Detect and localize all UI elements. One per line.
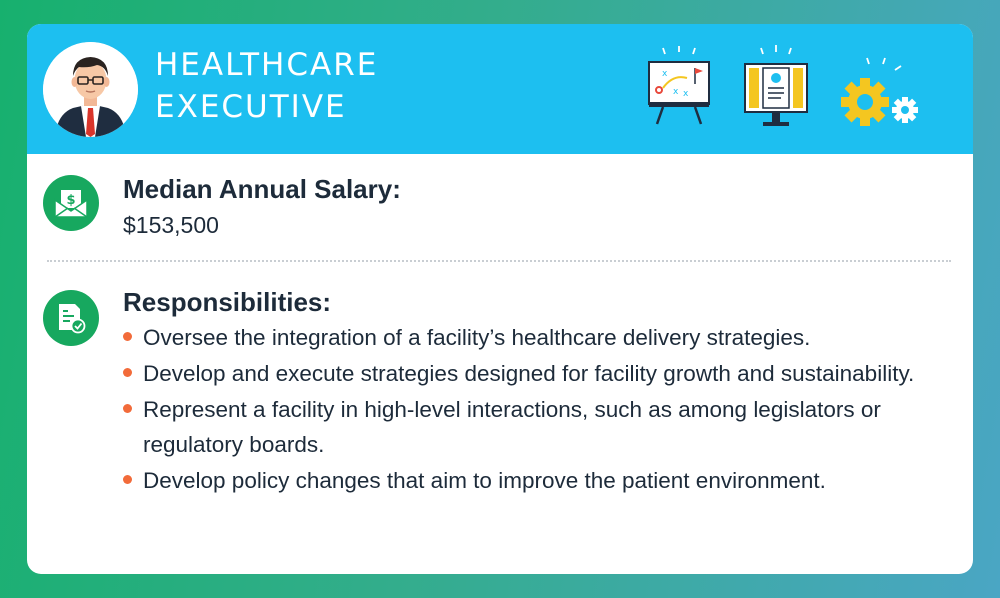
- title-line-2: EXECUTIVE: [155, 89, 347, 125]
- bullet-icon: [123, 368, 132, 377]
- list-item-text: Represent a facility in high-level inter…: [143, 397, 881, 457]
- document-check-icon: [43, 290, 99, 346]
- salary-value: $153,500: [123, 212, 219, 238]
- career-card: HEALTHCARE EXECUTIVE x x x: [27, 24, 973, 574]
- divider: [47, 260, 951, 262]
- list-item-text: Oversee the integration of a facility’s …: [143, 325, 811, 350]
- list-item: Develop policy changes that aim to impro…: [123, 463, 953, 498]
- list-item-text: Develop policy changes that aim to impro…: [143, 468, 826, 493]
- strategy-board-icon: x x x: [643, 46, 715, 128]
- title-line-1: HEALTHCARE: [155, 47, 379, 83]
- list-item: Develop and execute strategies designed …: [123, 356, 953, 391]
- bullet-icon: [123, 404, 132, 413]
- profile-monitor-icon: [739, 42, 813, 134]
- money-envelope-icon: $: [43, 175, 99, 231]
- card-header: HEALTHCARE EXECUTIVE x x x: [27, 24, 973, 154]
- svg-text:x: x: [683, 89, 689, 99]
- list-item-text: Develop and execute strategies designed …: [143, 361, 915, 386]
- gears-icon: [833, 54, 929, 134]
- responsibilities-label: Responsibilities:: [123, 287, 332, 317]
- salary-label: Median Annual Salary:: [123, 174, 401, 204]
- responsibilities-list: Oversee the integration of a facility’s …: [123, 320, 953, 499]
- list-item: Represent a facility in high-level inter…: [123, 392, 953, 462]
- executive-avatar: [43, 42, 138, 137]
- bullet-icon: [123, 332, 132, 341]
- bullet-icon: [123, 475, 132, 484]
- svg-text:$: $: [66, 193, 75, 208]
- page-title: HEALTHCARE EXECUTIVE: [155, 44, 378, 128]
- list-item: Oversee the integration of a facility’s …: [123, 320, 953, 355]
- svg-text:x: x: [662, 69, 668, 79]
- svg-text:x: x: [673, 87, 679, 97]
